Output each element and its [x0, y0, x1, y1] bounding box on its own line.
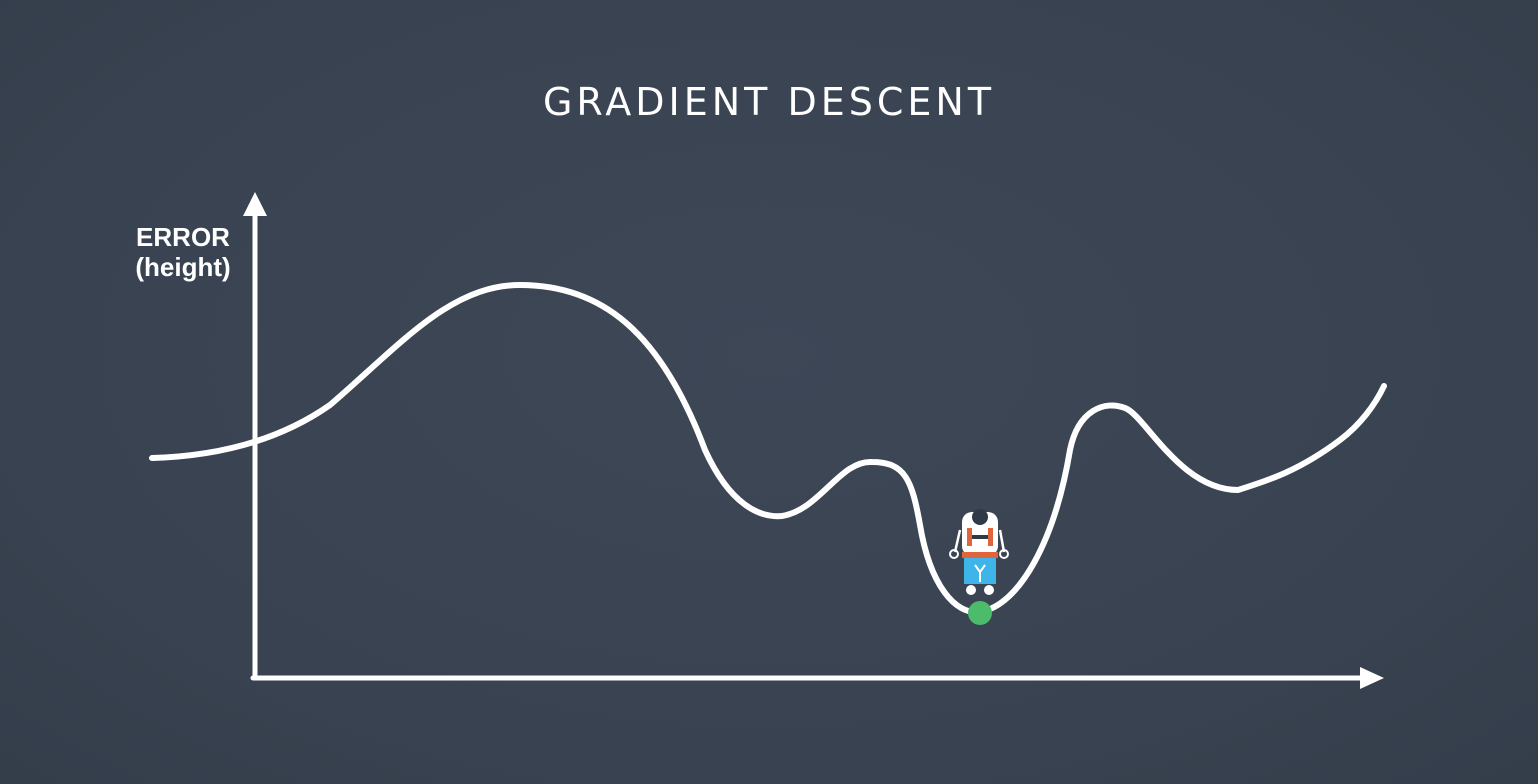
robot-icon [949, 509, 1009, 595]
y-axis-arrow-icon [243, 192, 267, 216]
y-axis-label-line1: ERROR [136, 222, 230, 252]
page-title: GRADIENT DESCENT [542, 80, 996, 124]
green-dot-icon [968, 601, 992, 625]
y-axis-label-line2: (height) [135, 252, 231, 282]
y-axis-label: ERROR (height) [108, 222, 258, 282]
x-axis-arrow-icon [1360, 667, 1384, 689]
error-curve [149, 282, 1387, 616]
